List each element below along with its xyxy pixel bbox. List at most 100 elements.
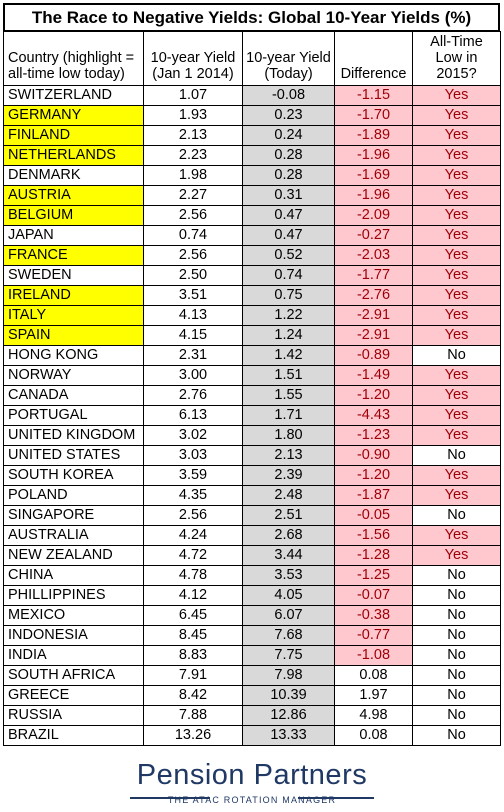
header-line: Low in [435,50,478,66]
today-yield-cell: 1.71 [242,405,335,426]
country-cell: PHILLIPPINES [3,585,144,606]
header-line: (Today) [264,66,313,82]
country-cell: NEW ZEALAND [3,545,144,566]
table-row: ITALY 4.13 1.22 -2.91 Yes [3,305,501,326]
table-row: UNITED STATES 3.03 2.13 -0.90 No [3,445,501,466]
today-yield-cell: 1.24 [242,325,335,346]
table-row: HONG KONG 2.31 1.42 -0.89 No [3,345,501,366]
table-row: POLAND 4.35 2.48 -1.87 Yes [3,485,501,506]
today-yield-cell: 1.55 [242,385,335,406]
table-row: SWEDEN 2.50 0.74 -1.77 Yes [3,265,501,286]
logo-tagline: THE ATAC ROTATION MANAGER [167,795,337,805]
difference-cell: -1.70 [334,105,413,126]
all-time-low-cell: Yes [412,485,501,506]
difference-cell: -1.96 [334,185,413,206]
today-yield-cell: 12.86 [242,705,335,726]
header-line: 2015? [436,66,477,82]
header-line: 10-year Yield [246,50,331,66]
today-yield-cell: -0.08 [242,85,335,106]
country-cell: SINGAPORE [3,505,144,526]
difference-cell: -2.09 [334,205,413,226]
all-time-low-cell: Yes [412,325,501,346]
logo-bar-left [130,797,210,799]
country-cell: JAPAN [3,225,144,246]
today-yield-cell: 7.98 [242,665,335,686]
today-yield-cell: 2.48 [242,485,335,506]
table-row: SOUTH AFRICA 7.91 7.98 0.08 No [3,665,501,686]
table-row: IRELAND 3.51 0.75 -2.76 Yes [3,285,501,306]
today-yield-cell: 0.47 [242,205,335,226]
jan2014-yield-cell: 3.51 [143,285,243,306]
table-row: SWITZERLAND 1.07 -0.08 -1.15 Yes [3,85,501,106]
difference-cell: -1.77 [334,265,413,286]
all-time-low-cell: No [412,345,501,366]
jan2014-yield-cell: 3.00 [143,365,243,386]
today-yield-cell: 7.75 [242,645,335,666]
country-cell: CHINA [3,565,144,586]
difference-cell: -1.08 [334,645,413,666]
today-yield-cell: 0.75 [242,285,335,306]
table-body: SWITZERLAND 1.07 -0.08 -1.15 Yes GERMANY 1.93 0… [3,85,501,746]
country-cell: UNITED STATES [3,445,144,466]
country-cell: SPAIN [3,325,144,346]
jan2014-yield-cell: 4.35 [143,485,243,506]
table-row: INDIA 8.83 7.75 -1.08 No [3,645,501,666]
today-yield-cell: 2.51 [242,505,335,526]
today-yield-cell: 0.47 [242,225,335,246]
all-time-low-cell: Yes [412,105,501,126]
all-time-low-cell: Yes [412,85,501,106]
logo-bar-right [298,797,374,799]
today-yield-cell: 0.74 [242,265,335,286]
jan2014-yield-cell: 1.98 [143,165,243,186]
difference-cell: 0.08 [334,665,413,686]
today-yield-cell: 3.44 [242,545,335,566]
country-cell: AUSTRIA [3,185,144,206]
table-row: MEXICO 6.45 6.07 -0.38 No [3,605,501,626]
all-time-low-cell: No [412,565,501,586]
today-yield-cell: 13.33 [242,725,335,746]
difference-cell: -4.43 [334,405,413,426]
jan2014-yield-cell: 4.13 [143,305,243,326]
header-jan2014: 10-year Yield (Jan 1 2014) [143,31,243,86]
jan2014-yield-cell: 7.91 [143,665,243,686]
all-time-low-cell: Yes [412,405,501,426]
country-cell: FRANCE [3,245,144,266]
all-time-low-cell: Yes [412,425,501,446]
jan2014-yield-cell: 4.24 [143,525,243,546]
table-row: SINGAPORE 2.56 2.51 -0.05 No [3,505,501,526]
difference-cell: -0.38 [334,605,413,626]
all-time-low-cell: Yes [412,465,501,486]
table-row: NEW ZEALAND 4.72 3.44 -1.28 Yes [3,545,501,566]
logo-name: Pension Partners [136,759,368,791]
jan2014-yield-cell: 2.50 [143,265,243,286]
jan2014-yield-cell: 3.02 [143,425,243,446]
all-time-low-cell: Yes [412,145,501,166]
all-time-low-cell: No [412,445,501,466]
jan2014-yield-cell: 2.56 [143,505,243,526]
today-yield-cell: 0.31 [242,185,335,206]
all-time-low-cell: Yes [412,125,501,146]
all-time-low-cell: Yes [412,185,501,206]
today-yield-cell: 2.13 [242,445,335,466]
difference-cell: -2.91 [334,305,413,326]
jan2014-yield-cell: 4.12 [143,585,243,606]
yield-table-container: The Race to Negative Yields: Global 10-Y… [3,3,501,746]
today-yield-cell: 2.39 [242,465,335,486]
country-cell: PORTUGAL [3,405,144,426]
all-time-low-cell: Yes [412,365,501,386]
country-cell: ITALY [3,305,144,326]
country-cell: MEXICO [3,605,144,626]
table-row: JAPAN 0.74 0.47 -0.27 Yes [3,225,501,246]
difference-cell: -2.91 [334,325,413,346]
country-cell: IRELAND [3,285,144,306]
country-cell: SWEDEN [3,265,144,286]
table-row: NORWAY 3.00 1.51 -1.49 Yes [3,365,501,386]
today-yield-cell: 0.24 [242,125,335,146]
table-row: PORTUGAL 6.13 1.71 -4.43 Yes [3,405,501,426]
today-yield-cell: 10.39 [242,685,335,706]
difference-cell: -0.89 [334,345,413,366]
difference-cell: -1.28 [334,545,413,566]
today-yield-cell: 3.53 [242,565,335,586]
table-row: FRANCE 2.56 0.52 -2.03 Yes [3,245,501,266]
today-yield-cell: 4.05 [242,585,335,606]
